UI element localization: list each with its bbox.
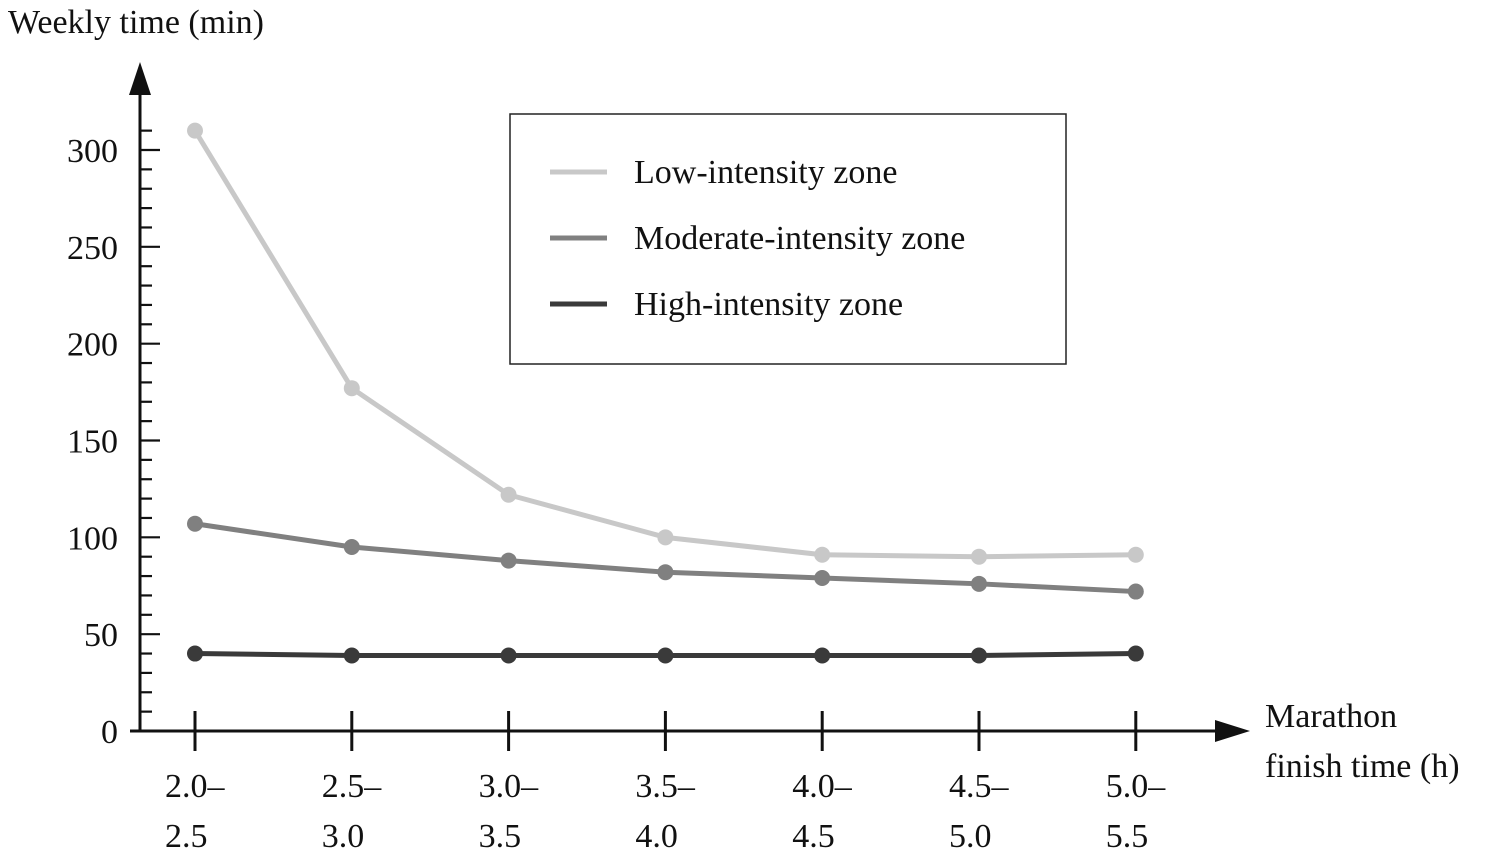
series-2 [187,645,1144,664]
data-point [814,570,831,587]
data-point [500,552,517,569]
x-tick-label: 3.0– [479,768,539,805]
y-tick-label: 150 [67,424,118,461]
x-tick-label: 3.5 [479,818,521,855]
y-axis-arrow-icon [129,62,151,95]
y-tick-label: 100 [67,520,118,557]
data-point [1127,546,1144,563]
y-tick-label: 50 [84,617,118,654]
data-point [187,645,203,662]
x-tick-label: 4.5– [949,768,1010,805]
x-tick-label: 2.5 [165,818,208,855]
y-tick-label: 250 [67,230,118,267]
data-point [971,575,987,592]
x-tick-label: 3.0 [322,818,365,855]
data-point [187,515,203,532]
x-tick-label: 4.0– [792,768,853,805]
x-tick-label: 3.5– [635,768,696,805]
x-axis-arrow-icon [1215,720,1250,742]
series-1 [187,515,1144,600]
data-point [187,122,203,139]
data-point [500,647,517,664]
y-tick-label: 200 [67,327,118,364]
data-point [814,546,831,563]
x-tick-label: 2.0– [165,768,226,805]
legend-label: High-intensity zone [634,286,903,323]
data-point [657,564,674,581]
x-axis-label-line-2: finish time (h) [1265,748,1460,785]
x-tick-label: 2.5– [322,768,383,805]
axes: 0 50 100 150 200 250 300 2.0– 2.5 2.5– 3.0 3.0– 3.5 3… [67,62,1250,855]
data-point [971,548,987,565]
x-tick-label: 5.0– [1106,768,1167,805]
data-point [343,539,360,556]
y-tick-label: 300 [67,133,118,170]
x-axis-label-line-1: Marathon [1265,698,1397,735]
x-tick-label: 5.5 [1106,818,1149,855]
y-axis-label: Weekly time (min) [8,4,264,41]
data-point [500,486,517,503]
y-tick-label: 0 [101,714,118,751]
legend-label: Low-intensity zone [634,154,897,191]
data-point [657,529,674,546]
data-point [343,647,360,664]
data-point [657,647,674,664]
x-tick-label: 4.5 [792,818,835,855]
data-point [814,647,831,664]
x-tick-label: 5.0 [949,818,992,855]
series-0 [187,122,1144,565]
data-point [1127,583,1144,600]
data-point [1127,645,1144,662]
data-point [343,380,360,397]
legend: Low-intensity zone Moderate-intensity zon… [509,113,1067,365]
data-point [971,647,987,664]
series-group [187,122,1144,664]
legend-label: Moderate-intensity zone [634,220,965,257]
x-tick-label: 4.0 [635,818,678,855]
